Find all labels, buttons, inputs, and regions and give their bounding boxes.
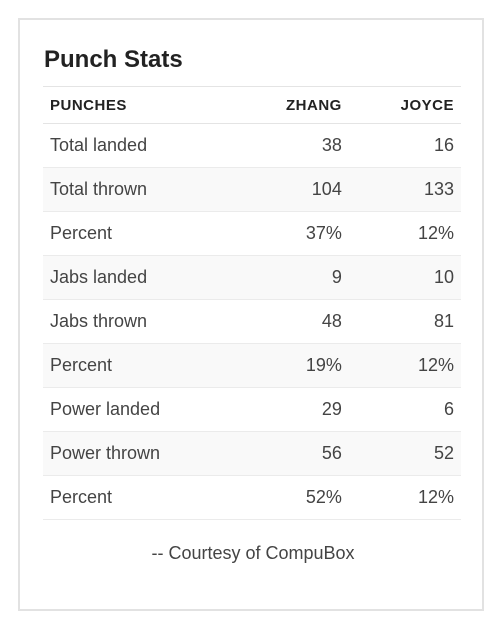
joyce-value: 10 (348, 255, 461, 300)
joyce-value: 81 (348, 299, 461, 344)
table-row: Power landed 29 6 (43, 387, 461, 432)
zhang-value: 56 (236, 431, 349, 476)
table-row: Total landed 38 16 (43, 123, 461, 168)
zhang-value: 19% (236, 343, 349, 388)
joyce-value: 12% (348, 211, 461, 256)
row-label: Percent (43, 343, 237, 388)
table-row: Percent 52% 12% (43, 475, 461, 520)
row-label: Jabs landed (43, 255, 237, 300)
zhang-value: 9 (236, 255, 349, 300)
table-row: Percent 37% 12% (43, 211, 461, 256)
column-header-zhang: ZHANG (236, 86, 349, 124)
table-row: Percent 19% 12% (43, 343, 461, 388)
joyce-value: 52 (348, 431, 461, 476)
joyce-value: 133 (348, 167, 461, 212)
row-label: Jabs thrown (43, 299, 237, 344)
joyce-value: 16 (348, 123, 461, 168)
row-label: Power thrown (43, 431, 237, 476)
joyce-value: 12% (348, 475, 461, 520)
zhang-value: 48 (236, 299, 349, 344)
zhang-value: 29 (236, 387, 349, 432)
source-credit: -- Courtesy of CompuBox (151, 543, 355, 563)
joyce-value: 6 (348, 387, 461, 432)
row-label: Percent (43, 475, 237, 520)
column-header-joyce: JOYCE (348, 86, 461, 124)
row-label: Total landed (43, 123, 237, 168)
column-header-punches: PUNCHES (43, 86, 237, 124)
row-label: Total thrown (43, 167, 237, 212)
table-header-row: PUNCHES ZHANG JOYCE (43, 86, 461, 124)
table-row: Jabs landed 9 10 (43, 255, 461, 300)
zhang-value: 37% (236, 211, 349, 256)
joyce-value: 12% (348, 343, 461, 388)
card-title: Punch Stats (44, 46, 183, 73)
zhang-value: 38 (236, 123, 349, 168)
row-label: Percent (43, 211, 237, 256)
punch-stats-card: Punch Stats PUNCHES ZHANG JOYCE Total la… (18, 18, 484, 611)
zhang-value: 52% (236, 475, 349, 520)
table-row: Jabs thrown 48 81 (43, 299, 461, 344)
row-label: Power landed (43, 387, 237, 432)
zhang-value: 104 (236, 167, 349, 212)
punch-stats-table: PUNCHES ZHANG JOYCE Total landed 38 16 T… (43, 86, 461, 520)
table-row: Power thrown 56 52 (43, 431, 461, 476)
table-row: Total thrown 104 133 (43, 167, 461, 212)
